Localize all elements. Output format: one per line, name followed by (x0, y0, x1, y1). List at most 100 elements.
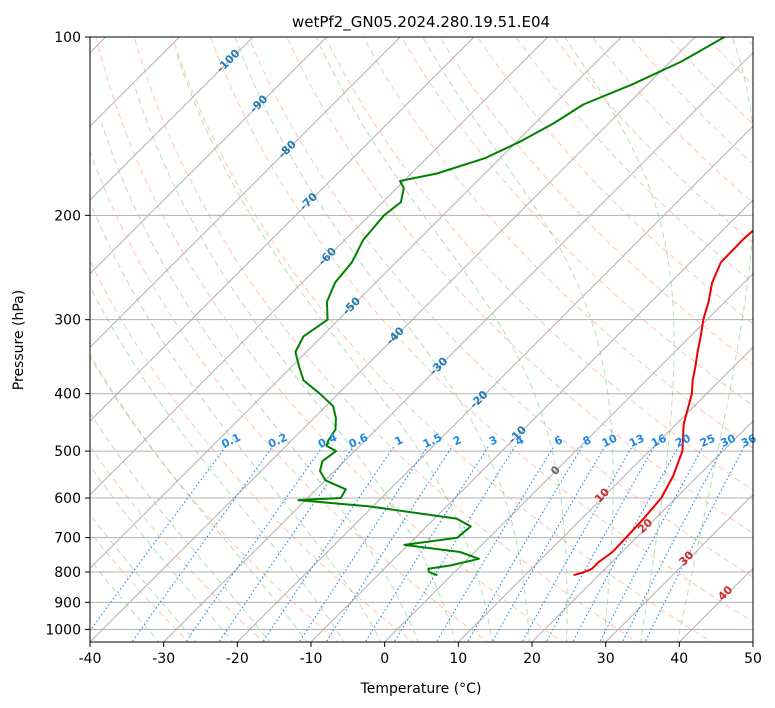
mixing-ratio-line (185, 445, 324, 642)
y-tick-label: 700 (54, 531, 81, 547)
y-tick-label: 400 (54, 387, 81, 403)
y-tick-label: 800 (54, 565, 81, 581)
y-tick-label: 300 (54, 313, 81, 329)
mixing-ratio-line (298, 445, 429, 642)
dry-adiabat-line (362, 37, 753, 449)
plot-frame (89, 36, 754, 643)
dewpoint-profile (294, 37, 725, 577)
x-axis-label: Temperature (°C) (360, 681, 482, 697)
mixing-ratio-label: 0.2 (266, 431, 289, 451)
dry-adiabat-line (553, 37, 753, 244)
isotherm-line (678, 567, 753, 642)
y-tick-label: 500 (54, 444, 81, 460)
moist-adiabat-line (90, 353, 308, 642)
y-tick-label: 200 (54, 208, 81, 224)
mixing-ratio-line (218, 445, 355, 642)
mixing-ratio-label: 0.6 (347, 431, 370, 451)
mixing-ratio-line (491, 445, 606, 642)
dry-adiabat-line (286, 37, 753, 534)
mixing-ratio-line (521, 445, 633, 642)
moist-adiabat-line (90, 464, 234, 642)
mixing-ratio-label: 36 (739, 432, 759, 450)
isotherm-line (383, 272, 753, 642)
mixing-ratio-line (545, 445, 656, 642)
dry-adiabat-line (744, 37, 753, 47)
mixing-ratio-label: 30 (718, 432, 738, 450)
y-tick-label: 900 (54, 595, 81, 611)
isotherm-line (310, 199, 753, 642)
y-tick-label: 100 (54, 30, 81, 46)
dry-adiabat-line (400, 37, 753, 407)
x-tick-label: 0 (380, 651, 389, 667)
mixing-ratio-line (364, 445, 490, 642)
mixing-ratio-label: 0.4 (316, 431, 339, 451)
y-axis: 100 200 300 400 500 600 700 800 900 1000 (45, 30, 90, 638)
temperature-profile (573, 229, 753, 577)
isotherm-line (90, 37, 623, 570)
isotherm-line (90, 37, 696, 642)
moist-adiabat-label: 20 (635, 516, 655, 536)
mixing-ratio-line (262, 445, 395, 642)
x-tick-label: 30 (597, 651, 615, 667)
isotherm-line (531, 420, 753, 642)
mixing-ratio-line (572, 445, 680, 642)
mixing-ratio-line (131, 445, 274, 642)
dry-adiabat-line (90, 259, 414, 642)
isotherm-line (457, 346, 753, 642)
dry-adiabat-line (90, 150, 489, 642)
x-tick-label: -30 (152, 651, 175, 667)
mixing-ratio-label: 1 (393, 433, 405, 448)
mixing-ratio-label: 1.5 (421, 431, 444, 451)
mixing-ratio-label: 6 (552, 433, 565, 448)
mixing-ratio-line (393, 445, 516, 642)
x-tick-label: 40 (670, 651, 688, 667)
label-layer: -100-90-80-70-60-50-40-30-20-1000.1 0.2 0.… (214, 47, 759, 604)
moist-adiabat-line (133, 83, 456, 642)
mixing-ratio-label: 16 (649, 432, 669, 450)
moist-adiabat-line (90, 200, 382, 642)
x-tick-label: -20 (226, 651, 249, 667)
moist-adiabat-line (234, 37, 530, 642)
moist-adiabat-line (90, 285, 345, 642)
isotherm-line (90, 37, 254, 201)
y-tick-label: 600 (54, 491, 81, 507)
dry-adiabat-line (248, 37, 753, 578)
x-tick-label: 50 (744, 651, 762, 667)
mixing-ratio-label: 20 (673, 432, 693, 450)
isotherm-line (604, 493, 753, 642)
moist-adiabat-line (90, 412, 271, 642)
isotherm-line (90, 37, 475, 422)
dry-adiabat-line (438, 37, 753, 366)
moist-adiabat-line (174, 49, 493, 642)
isotherm-line (90, 37, 402, 349)
mixing-ratio-label: 0.1 (220, 431, 243, 451)
isotherm-line (752, 641, 753, 642)
x-tick-label: -10 (300, 651, 323, 667)
isotherm-line (90, 37, 328, 275)
moist-adiabat-line (315, 37, 568, 642)
mixing-ratio-label: 10 (600, 432, 620, 450)
isotherm-line (236, 125, 753, 642)
chart-title: wetPf2_GN05.2024.280.19.51.E04 (292, 13, 550, 32)
isotherm-line (162, 51, 753, 642)
isotherm-line (90, 37, 181, 128)
isotherm-label: -20 (467, 388, 490, 411)
x-axis: -40 -30 -20 -10 0 10 20 30 40 50 (79, 642, 762, 667)
moist-adiabat-line (422, 37, 614, 642)
background-lines (90, 37, 753, 642)
y-axis-label: Pressure (hPa) (11, 290, 27, 390)
moist-adiabat-line (90, 559, 160, 642)
mixing-ratio-label: 25 (698, 432, 717, 450)
mixing-ratio-line (325, 445, 454, 642)
dry-adiabat-line (515, 37, 753, 284)
moist-adiabat-label: 10 (592, 485, 612, 505)
isotherm-line (90, 37, 549, 496)
dry-adiabat-line (477, 37, 753, 325)
mixing-ratio-line (644, 445, 746, 642)
mixing-ratio-line (466, 445, 584, 642)
x-tick-label: -40 (79, 651, 102, 667)
moist-adiabat-line (90, 513, 197, 642)
dry-adiabat-line (324, 37, 753, 491)
mixing-ratio-line (599, 445, 704, 642)
